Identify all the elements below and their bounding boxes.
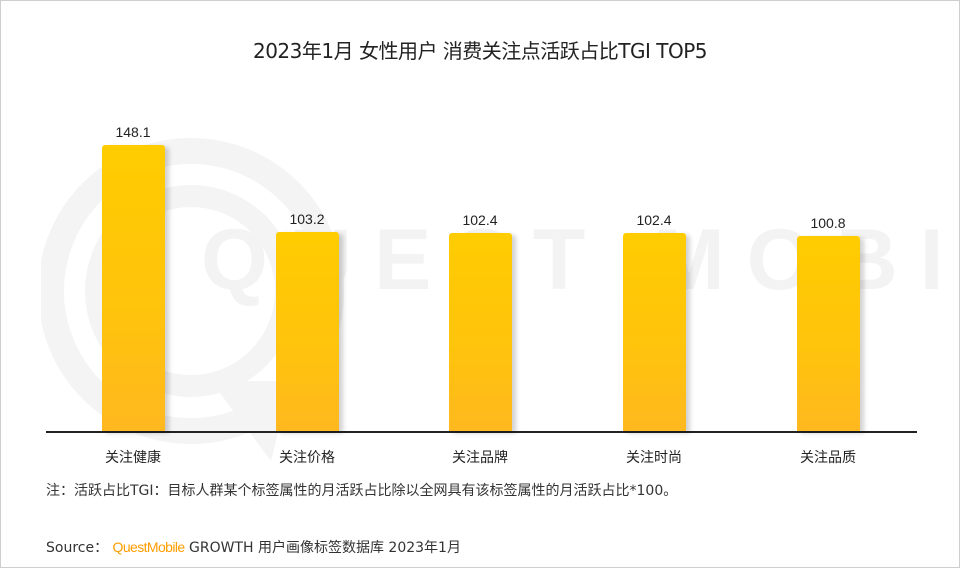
footnote: 注：活跃占比TGI：目标人群某个标签属性的月活跃占比除以全网具有该标签属性的月活… (46, 483, 678, 499)
source-brand: QuestMobile (112, 539, 186, 555)
x-axis-line (46, 431, 917, 433)
bar-value-label: 100.8 (810, 215, 846, 231)
bar (449, 233, 512, 431)
x-axis-category-label: 关注健康 (105, 450, 161, 466)
bar-value-label: 102.4 (462, 212, 498, 228)
bar-value-label: 103.2 (289, 211, 325, 227)
bar-value-label: 102.4 (636, 212, 672, 228)
chart-title: 2023年1月 女性用户 消费关注点活跃占比TGI TOP5 (252, 39, 708, 63)
x-axis-category-label: 关注价格 (279, 450, 335, 466)
x-axis-category-label: 关注品质 (800, 450, 856, 466)
source-detail: GROWTH 用户画像标签数据库 2023年1月 (184, 540, 461, 556)
bar (623, 233, 686, 431)
bar (102, 145, 165, 431)
source-label: Source： (46, 540, 109, 556)
x-axis-category-label: 关注时尚 (626, 450, 682, 466)
source-line: Source： QuestMobile GROWTH 用户画像标签数据库 202… (46, 537, 461, 557)
bar (797, 236, 860, 431)
bar (276, 232, 339, 431)
x-axis-category-label: 关注品牌 (452, 450, 508, 466)
bar-value-label: 148.1 (115, 124, 151, 140)
